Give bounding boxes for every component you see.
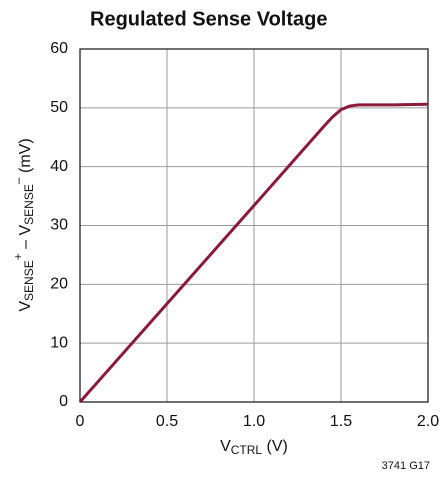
y-tick-label: 20 (50, 276, 68, 293)
y-label-part: SENSE (22, 260, 36, 301)
x-label-part: (V) (262, 438, 288, 455)
y-tick-label: 30 (50, 217, 68, 234)
y-label-part: – (11, 177, 25, 184)
figure-note: 3741 G17 (382, 460, 430, 472)
chart-title: Regulated Sense Voltage (90, 8, 327, 30)
y-axis-label: VSENSE+ – VSENSE– (mV) (11, 138, 36, 311)
data-line (78, 102, 429, 403)
y-tick-label: 0 (59, 393, 68, 410)
x-tick-label: 2.0 (417, 413, 439, 430)
y-label-part: + (11, 253, 25, 260)
y-tick-label: 40 (50, 158, 68, 175)
x-tick-label: 1.0 (243, 413, 265, 430)
x-tick-label: 0 (76, 413, 85, 430)
plot-frame (79, 48, 429, 403)
y-tick-label: 10 (50, 334, 68, 351)
y-label-part: – V (17, 225, 34, 254)
x-axis-label: VCTRL (V) (220, 438, 288, 457)
y-tick-label: 50 (50, 99, 68, 116)
y-label-part: (mV) (17, 138, 34, 177)
y-tick-label: 60 (50, 40, 68, 57)
x-label-part: CTRL (231, 443, 263, 457)
x-label-part: V (220, 438, 231, 455)
x-tick-label: 0.5 (156, 413, 178, 430)
y-label-part: V (17, 301, 34, 312)
y-label-part: SENSE (22, 184, 36, 225)
x-tick-label: 1.5 (330, 413, 352, 430)
